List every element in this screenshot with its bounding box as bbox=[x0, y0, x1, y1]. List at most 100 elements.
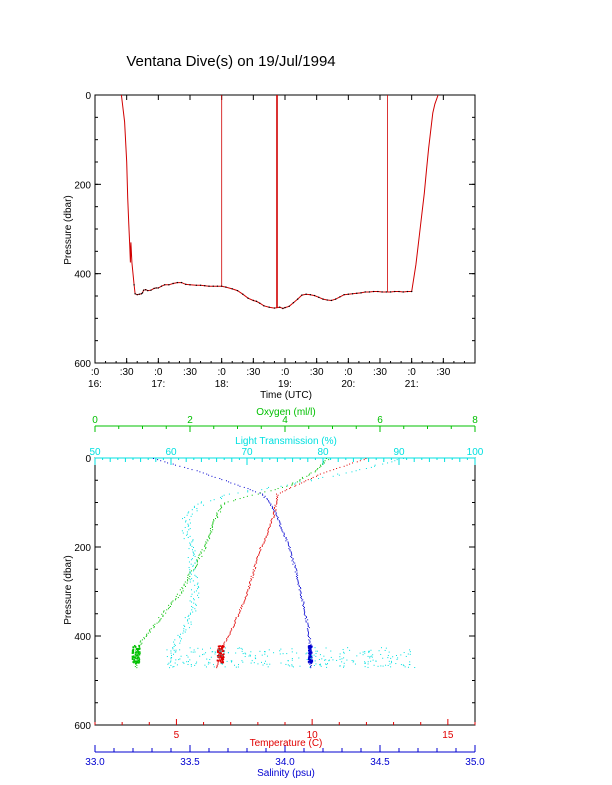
salinity-point bbox=[299, 590, 301, 592]
oxygen-cluster-point bbox=[138, 657, 140, 660]
temperature-cluster-point bbox=[216, 655, 219, 657]
dive-track-point bbox=[142, 289, 145, 291]
light-band-point bbox=[266, 663, 268, 665]
top-x-tick-label: :0 bbox=[344, 367, 353, 378]
oxygen-cluster-point bbox=[137, 652, 139, 655]
salinity-point bbox=[187, 468, 189, 470]
light-band-point bbox=[356, 655, 358, 657]
oxygen-point bbox=[149, 629, 151, 631]
temperature-point bbox=[249, 583, 251, 585]
dive-track-point bbox=[140, 293, 143, 295]
salinity-point bbox=[308, 639, 310, 641]
light-band-point bbox=[306, 652, 308, 654]
top-x-tick-label: :30 bbox=[436, 367, 450, 378]
temperature-point bbox=[227, 636, 229, 637]
light-band-point bbox=[409, 651, 411, 653]
top-x-tick-label: :0 bbox=[217, 367, 226, 378]
oxygen-point bbox=[174, 599, 176, 601]
light-point bbox=[187, 536, 189, 538]
temperature-point bbox=[295, 484, 297, 486]
temperature-cluster-point bbox=[219, 654, 222, 657]
top-x-tick-label-hour: 19: bbox=[278, 379, 292, 390]
light-band-point bbox=[220, 649, 222, 651]
light-point bbox=[247, 490, 249, 492]
oxygen-point bbox=[201, 549, 203, 551]
salinity-point bbox=[160, 460, 162, 462]
temperature-point bbox=[233, 625, 235, 627]
light-point bbox=[192, 547, 194, 548]
oxygen-cluster-point bbox=[134, 656, 137, 659]
light-point bbox=[170, 660, 172, 662]
light-point bbox=[168, 662, 170, 664]
light-band-point bbox=[264, 662, 266, 664]
light-band-point bbox=[402, 664, 404, 666]
dive-track-point bbox=[195, 284, 198, 286]
oxygen-point bbox=[175, 595, 177, 597]
dive-track-point bbox=[189, 284, 191, 286]
light-point bbox=[322, 476, 324, 478]
salinity-cluster-point bbox=[310, 649, 312, 652]
light-point bbox=[268, 486, 270, 488]
light-band-point bbox=[220, 663, 222, 665]
light-band-point bbox=[315, 663, 317, 665]
salinity-point bbox=[306, 628, 308, 630]
light-band-point bbox=[325, 663, 327, 665]
temperature-point bbox=[245, 595, 247, 597]
light-point bbox=[189, 569, 191, 571]
salinity-cluster-point bbox=[309, 648, 312, 650]
light-band-point bbox=[343, 662, 345, 664]
oxygen-point bbox=[195, 565, 197, 567]
salinity-point bbox=[281, 529, 283, 531]
dive-track-point bbox=[141, 292, 144, 294]
temperature-point bbox=[310, 478, 312, 480]
temperature-point bbox=[265, 535, 267, 537]
temperature-point bbox=[276, 499, 278, 501]
dive-track-point bbox=[185, 283, 187, 286]
oxygen-point bbox=[209, 533, 211, 535]
temperature-point bbox=[244, 597, 246, 599]
dive-track-point bbox=[147, 289, 149, 292]
temperature-point bbox=[261, 545, 263, 547]
oxygen-point bbox=[195, 567, 197, 569]
oxygen-point bbox=[319, 466, 321, 468]
dive-track-point bbox=[212, 285, 214, 287]
oxygen-cluster-point bbox=[132, 656, 135, 658]
temperature-cluster-point bbox=[218, 647, 220, 650]
top-y-tick-label: 0 bbox=[85, 91, 91, 102]
light-band-point bbox=[189, 647, 191, 649]
oxygen-point bbox=[296, 481, 298, 483]
salinity-point bbox=[196, 470, 198, 472]
oxygen-point bbox=[168, 607, 170, 609]
salinity-point bbox=[273, 510, 275, 512]
oxygen-tick-label: 0 bbox=[92, 415, 98, 426]
dive-track-point bbox=[144, 289, 147, 291]
oxygen-point bbox=[233, 500, 235, 502]
oxygen-point bbox=[291, 484, 293, 486]
oxygen-cluster-point bbox=[136, 657, 138, 660]
light-band-point bbox=[409, 664, 411, 666]
oxygen-cluster-point bbox=[132, 649, 134, 651]
salinity-point bbox=[294, 571, 296, 573]
light-band-point bbox=[298, 657, 300, 659]
temperature-point bbox=[252, 571, 254, 573]
dive-track-point bbox=[356, 292, 358, 295]
top-y-tick-label: 400 bbox=[74, 270, 91, 281]
dive-track-point bbox=[216, 285, 219, 287]
light-point bbox=[186, 533, 188, 535]
oxygen-point bbox=[204, 544, 206, 546]
salinity-point bbox=[310, 638, 312, 640]
light-point bbox=[173, 653, 175, 655]
light-band-point bbox=[387, 657, 389, 659]
temperature-point bbox=[256, 560, 258, 562]
top-y-axis-label: Pressure (dbar) bbox=[63, 195, 74, 264]
light-point bbox=[197, 503, 199, 505]
temperature-point bbox=[251, 579, 253, 581]
salinity-point bbox=[306, 617, 308, 619]
temperature-point bbox=[276, 498, 278, 500]
light-point bbox=[174, 639, 176, 641]
salinity-point bbox=[280, 528, 282, 530]
light-point bbox=[191, 545, 193, 547]
light-band-point bbox=[175, 651, 177, 653]
temperature-point bbox=[269, 525, 271, 527]
light-point bbox=[198, 592, 200, 594]
